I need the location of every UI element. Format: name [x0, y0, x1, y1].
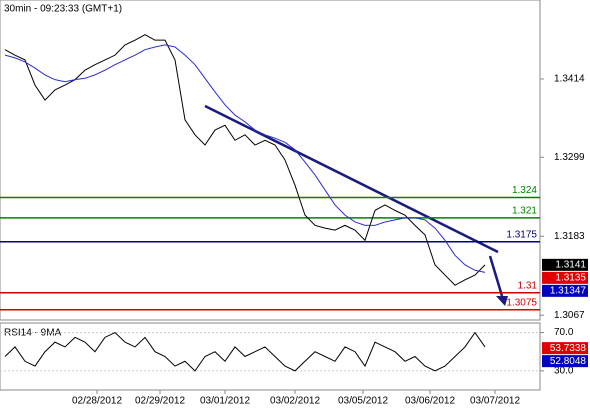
price-box	[542, 258, 588, 271]
x-tick-label: 03/06/2012	[405, 396, 455, 407]
price-box	[542, 342, 588, 355]
level-label: 1.3175	[506, 229, 537, 240]
x-tick-label: 03/07/2012	[470, 396, 520, 407]
trend-line	[204, 104, 499, 254]
chart-title: 30min - 09:23:33 (GMT+1)	[4, 4, 122, 15]
series-line	[4, 331, 486, 372]
level-label: 1.321	[512, 206, 537, 217]
x-tick-label: 02/29/2012	[135, 396, 185, 407]
x-tick-label: 02/28/2012	[72, 396, 122, 407]
x-tick-label: 03/02/2012	[270, 396, 320, 407]
y-tick-label: 1.3067	[554, 310, 585, 321]
price-box	[542, 271, 588, 284]
price-panel	[0, 0, 541, 321]
price-box-label: 1.31347	[550, 285, 587, 296]
y-tick-label: 1.3299	[554, 152, 585, 163]
price-box-label: 53.7338	[550, 343, 587, 354]
rsi-panel	[0, 322, 541, 391]
price-box	[542, 284, 588, 297]
price-box-label: 1.3135	[555, 272, 586, 283]
y-tick-label: 30.0	[554, 365, 574, 376]
series-line	[4, 44, 486, 273]
level-label: 1.3075	[506, 297, 537, 308]
arrow-head	[496, 296, 508, 306]
y-tick-label: 1.3183	[554, 231, 585, 242]
level-label: 1.324	[512, 185, 537, 196]
y-tick-label: 70.0	[554, 327, 574, 338]
rsi-title: RSI14 - 9MA	[4, 328, 62, 339]
price-box-label: 1.3141	[555, 259, 586, 270]
series-line	[4, 34, 486, 286]
price-box-label: 52.8048	[550, 356, 587, 367]
price-box	[542, 355, 588, 368]
x-tick-label: 03/05/2012	[338, 396, 388, 407]
y-tick-label: 1.3414	[554, 74, 585, 85]
arrow-shaft	[488, 255, 504, 297]
level-label: 1.31	[518, 280, 538, 291]
x-tick-label: 03/01/2012	[200, 396, 250, 407]
